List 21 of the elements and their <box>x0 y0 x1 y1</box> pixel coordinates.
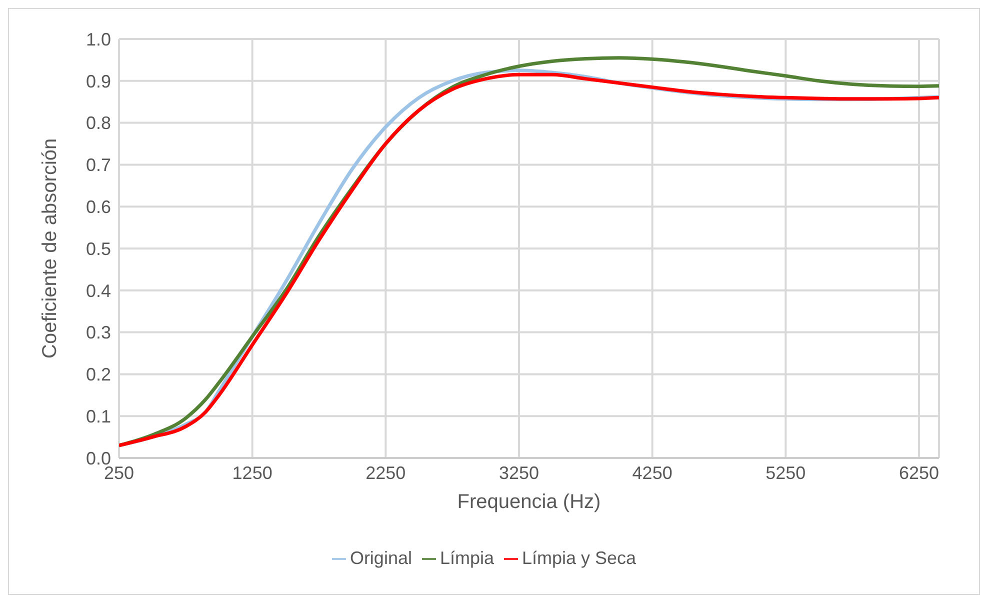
x-tick-label: 4250 <box>632 462 672 483</box>
y-tick-label: 0.1 <box>86 406 111 426</box>
legend-label: Límpia y Seca <box>522 548 636 568</box>
y-tick-label: 0.3 <box>86 322 111 343</box>
y-tick-label: 0.9 <box>86 71 111 92</box>
legend-label: Original <box>350 548 412 568</box>
legend-label: Límpia <box>440 548 494 568</box>
x-tick-label: 1250 <box>232 462 272 483</box>
x-tick-label: 5250 <box>766 462 806 483</box>
x-tick-label: 3250 <box>498 462 540 483</box>
y-axis-title: Coeficiente de absorción <box>39 138 62 358</box>
y-tick-label: 0.7 <box>86 155 111 176</box>
y-tick-label: 0.4 <box>86 280 111 301</box>
x-tick-label: 2250 <box>366 462 406 483</box>
y-tick-label: 1.0 <box>86 29 111 50</box>
y-tick-label: 0.6 <box>86 196 111 217</box>
x-axis-title: Frequencia (Hz) <box>457 491 601 513</box>
y-tick-label: 0.5 <box>86 238 111 259</box>
y-tick-label: 0.8 <box>86 113 111 134</box>
y-tick-label: 0.2 <box>86 364 111 385</box>
x-tick-label: 6250 <box>898 462 940 483</box>
